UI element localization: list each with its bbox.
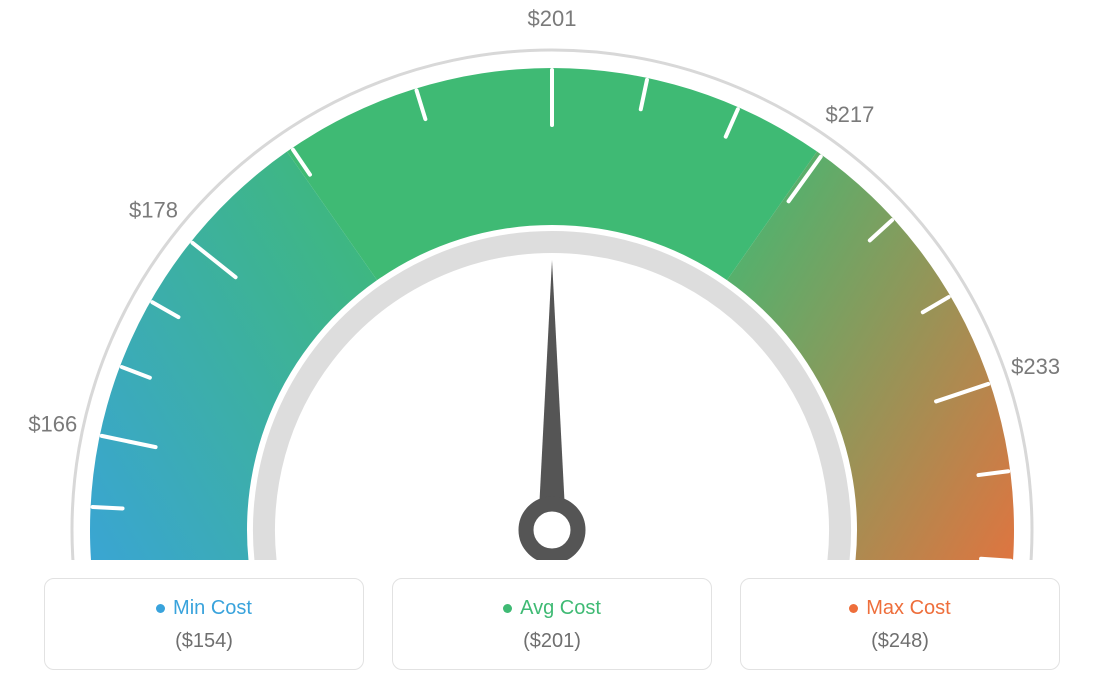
svg-text:$217: $217 bbox=[825, 102, 874, 127]
legend-dot-avg bbox=[503, 604, 512, 613]
legend-label-min: Min Cost bbox=[173, 597, 252, 620]
legend-value-avg: ($201) bbox=[393, 630, 711, 653]
legend-dot-max bbox=[849, 604, 858, 613]
svg-text:$166: $166 bbox=[28, 411, 77, 436]
legend-label-max: Max Cost bbox=[866, 597, 950, 620]
legend-dot-min bbox=[156, 604, 165, 613]
legend-box-min: Min Cost ($154) bbox=[44, 578, 364, 670]
cost-gauge-container: $154$166$178$201$217$233$248 Min Cost ($… bbox=[0, 0, 1104, 690]
svg-text:$201: $201 bbox=[528, 6, 577, 31]
svg-text:$233: $233 bbox=[1011, 354, 1060, 379]
legend-box-avg: Avg Cost ($201) bbox=[392, 578, 712, 670]
legend-value-max: ($248) bbox=[741, 630, 1059, 653]
legend-row: Min Cost ($154) Avg Cost ($201) Max Cost… bbox=[0, 578, 1104, 670]
legend-title-avg: Avg Cost bbox=[503, 597, 601, 620]
legend-label-avg: Avg Cost bbox=[520, 597, 601, 620]
legend-title-max: Max Cost bbox=[849, 597, 950, 620]
gauge-chart: $154$166$178$201$217$233$248 bbox=[0, 0, 1104, 560]
legend-value-min: ($154) bbox=[45, 630, 363, 653]
svg-text:$178: $178 bbox=[129, 198, 178, 223]
legend-box-max: Max Cost ($248) bbox=[740, 578, 1060, 670]
legend-title-min: Min Cost bbox=[156, 597, 252, 620]
gauge-area: $154$166$178$201$217$233$248 bbox=[0, 0, 1104, 560]
